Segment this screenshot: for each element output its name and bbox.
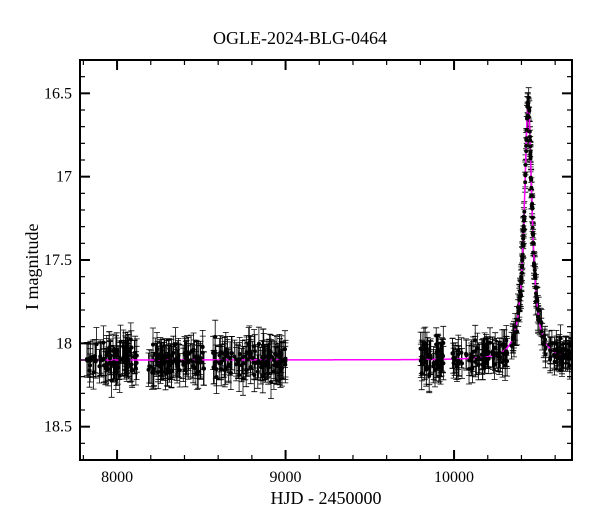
x-tick-label: 9000 — [270, 469, 302, 486]
y-tick-label: 18 — [56, 335, 72, 352]
y-tick-label: 18.5 — [44, 419, 72, 436]
x-tick-label: 10000 — [434, 469, 474, 486]
y-tick-label: 17.5 — [44, 252, 72, 269]
plot-svg: 8000 9000 10000 16.5 17 17.5 18 18.5 — [0, 0, 600, 512]
plot-frame — [80, 60, 572, 460]
chart-container: OGLE-2024-BLG-0464 I magnitude HJD - 245… — [0, 0, 600, 512]
y-tick-label: 16.5 — [44, 85, 72, 102]
y-tick-label: 17 — [56, 169, 72, 186]
model-curve — [80, 105, 572, 360]
x-tick-label: 8000 — [101, 469, 133, 486]
